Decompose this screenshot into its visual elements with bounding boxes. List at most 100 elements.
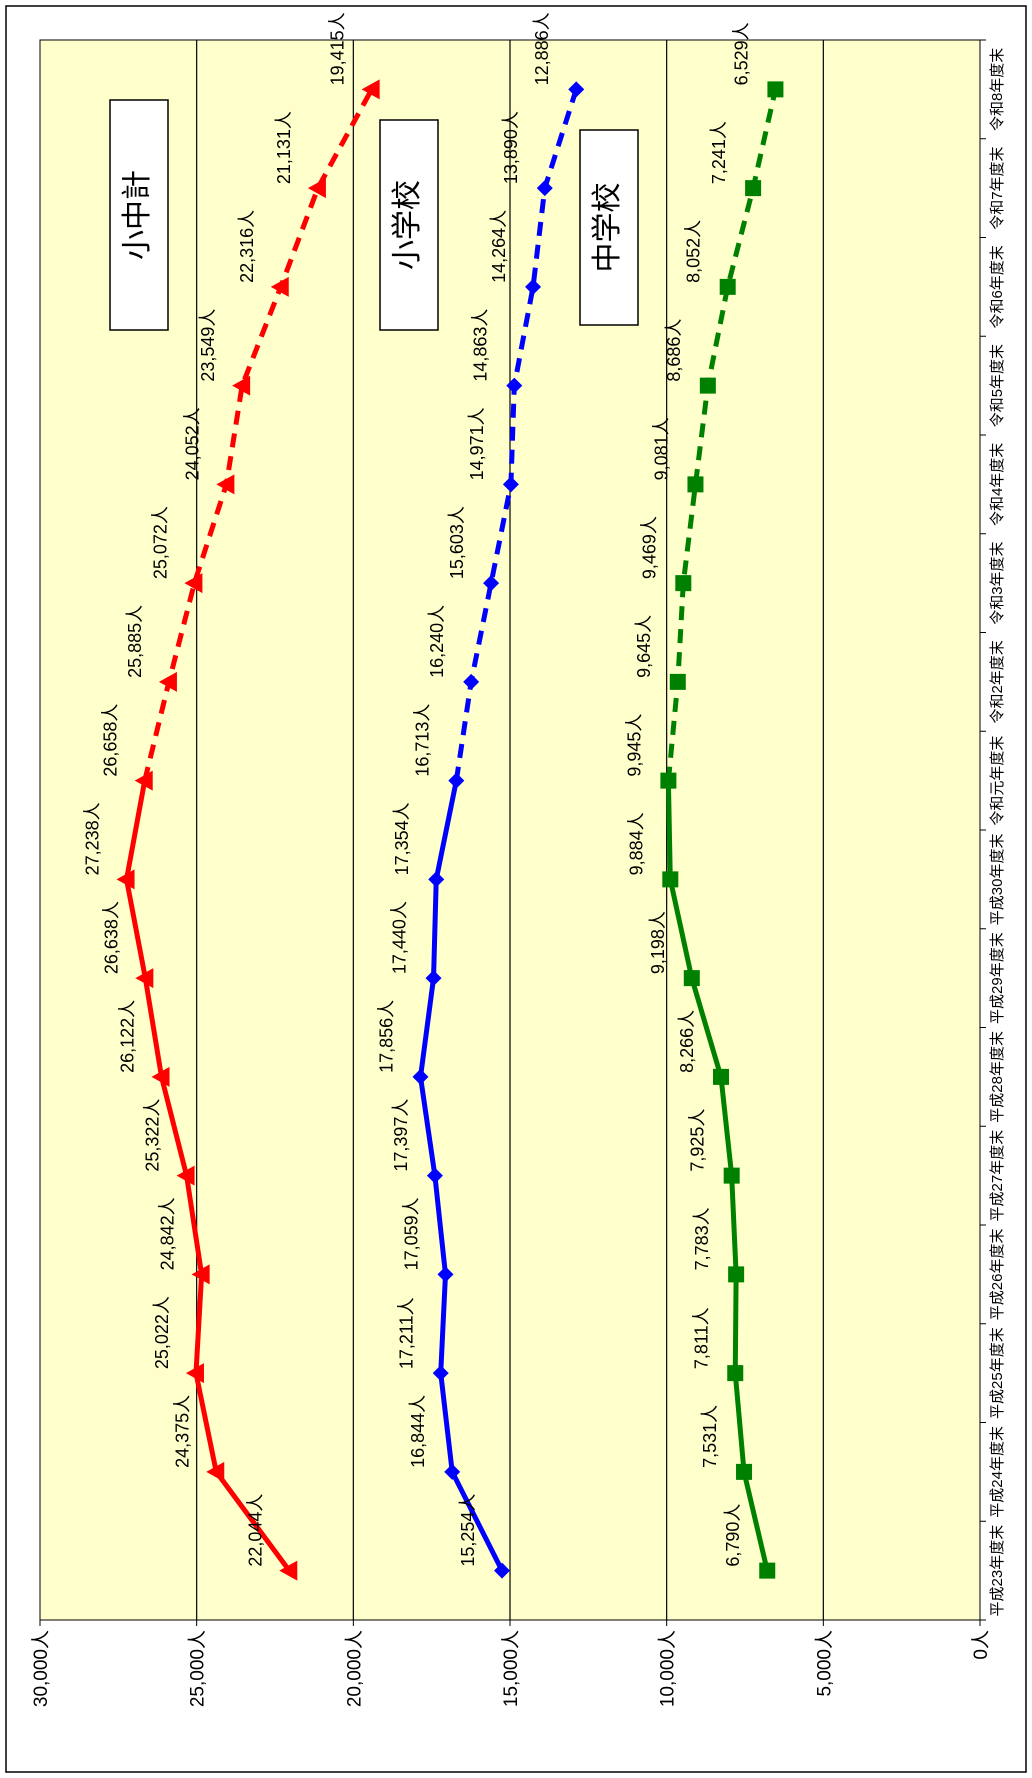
- series-1-label-9: 16,240人: [427, 605, 447, 678]
- series-0-point-9: [158, 671, 177, 692]
- series-1-label-7: 17,354人: [392, 802, 412, 875]
- series-1-label-1: 16,844人: [408, 1395, 428, 1468]
- series-2-label-9: 9,645人: [634, 615, 654, 678]
- series-2-label-3: 7,783人: [692, 1207, 712, 1270]
- series-2-point-2: [727, 1365, 744, 1382]
- series-2-point-11: [687, 476, 704, 493]
- series-2-label-4: 7,925人: [688, 1109, 708, 1172]
- value-tick-label-1: 5,000人: [813, 1630, 835, 1697]
- series-tag-text-1: 小学校: [391, 180, 424, 270]
- series-0-point-3: [191, 1264, 210, 1285]
- series-0-label-5: 26,122人: [118, 1000, 138, 1073]
- series-0-point-5: [151, 1066, 170, 1087]
- series-1-point-11: [502, 476, 519, 493]
- series-2-point-10: [675, 575, 692, 592]
- series-0-label-14: 21,131人: [274, 111, 294, 184]
- category-label-6: 平成29年度末: [989, 932, 1006, 1024]
- series-1-point-1: [444, 1463, 461, 1480]
- series-1-point-4: [426, 1167, 443, 1184]
- series-2-dashed-line: [665, 88, 778, 781]
- series-1-point-7: [428, 871, 445, 888]
- series-2-label-2: 7,811人: [691, 1307, 711, 1369]
- series-0-point-0: [279, 1560, 298, 1581]
- series-1-label-12: 14,863人: [470, 309, 490, 382]
- category-label-13: 令和6年度末: [989, 245, 1006, 328]
- series-0-point-15: [361, 79, 380, 100]
- series-1-point-3: [437, 1266, 454, 1283]
- category-label-12: 令和5年度末: [989, 344, 1006, 427]
- category-label-5: 平成28年度末: [989, 1031, 1006, 1123]
- series-0-label-0: 22,044人: [245, 1494, 265, 1567]
- series-2-point-14: [745, 180, 762, 197]
- series-1-point-8: [448, 772, 465, 789]
- series-1-point-0: [494, 1562, 511, 1579]
- series-1-label-0: 15,254人: [458, 1494, 478, 1567]
- series-0-point-12: [232, 375, 251, 396]
- value-tick-label-0: 0人: [970, 1630, 992, 1660]
- value-tick-label-2: 10,000人: [657, 1630, 679, 1707]
- series-1-label-4: 17,397人: [391, 1099, 411, 1172]
- series-0-point-10: [184, 573, 203, 594]
- category-label-11: 令和4年度末: [989, 443, 1006, 526]
- series-2-label-7: 9,884人: [626, 812, 646, 875]
- series-2-point-9: [669, 673, 686, 690]
- series-tag-box-1: [379, 119, 439, 331]
- series-1-label-15: 12,886人: [532, 12, 552, 85]
- category-label-4: 平成27年度末: [989, 1130, 1006, 1222]
- series-2-label-6: 9,198人: [648, 911, 668, 974]
- series-tag-box-2: [579, 129, 639, 326]
- series-1-label-3: 17,059人: [401, 1197, 421, 1270]
- category-label-1: 平成24年度末: [989, 1426, 1006, 1518]
- series-0-point-7: [116, 869, 135, 890]
- series-2-point-13: [719, 278, 736, 295]
- category-label-14: 令和7年度末: [989, 146, 1006, 229]
- value-tick-label-6: 30,000人: [30, 1630, 52, 1707]
- series-2-label-10: 9,469人: [639, 516, 659, 579]
- series-1-label-5: 17,856人: [377, 1000, 397, 1073]
- series-0-point-1: [206, 1461, 225, 1482]
- series-2-label-8: 9,945人: [624, 714, 644, 777]
- series-1-label-6: 17,440人: [390, 901, 410, 974]
- series-1-label-14: 13,890人: [501, 111, 521, 184]
- series-1-point-15: [568, 81, 585, 98]
- series-1-label-11: 14,971人: [467, 407, 487, 480]
- category-label-8: 令和元年度末: [989, 736, 1006, 826]
- series-2-label-0: 6,790人: [723, 1504, 743, 1567]
- series-1-label-2: 17,211人: [397, 1297, 417, 1369]
- category-label-2: 平成25年度末: [989, 1327, 1006, 1419]
- series-1-point-6: [425, 970, 442, 987]
- series-2-point-15: [767, 81, 784, 98]
- series-1-point-14: [536, 180, 553, 197]
- series-1-dashed-line: [453, 88, 579, 781]
- series-name-boxes: 小中計 小学校 中学校: [109, 99, 639, 331]
- series-0-label-13: 22,316人: [237, 210, 257, 283]
- value-tick-label-4: 20,000人: [343, 1630, 365, 1707]
- series-2-point-0: [759, 1562, 776, 1579]
- series-tag-box-0: [109, 99, 169, 331]
- series-0-label-3: 24,842人: [158, 1197, 178, 1270]
- category-bands: [980, 39, 986, 1621]
- series-2-label-11: 9,081人: [651, 417, 671, 480]
- series-0-point-6: [135, 968, 154, 989]
- category-axis-labels: 平成23年度末平成24年度末平成25年度末平成26年度末平成27年度末平成28年…: [989, 48, 1006, 1617]
- series-0-point-14: [307, 178, 326, 199]
- series-1-point-13: [525, 278, 542, 295]
- series-tag-text-0: 小中計: [121, 170, 154, 260]
- series-0-label-6: 26,638人: [101, 901, 121, 974]
- series-2-point-7: [662, 871, 679, 888]
- category-label-9: 令和2年度末: [989, 640, 1006, 723]
- series-2-point-3: [728, 1266, 745, 1283]
- series-0-label-7: 27,238人: [83, 802, 103, 875]
- series-0-label-4: 25,322人: [143, 1099, 163, 1172]
- value-tick-label-3: 15,000人: [500, 1630, 522, 1707]
- series-0-label-8: 26,658人: [101, 704, 121, 777]
- series-0-label-11: 24,052人: [182, 407, 202, 480]
- series-0-label-12: 23,549人: [198, 309, 218, 382]
- series-0-label-15: 19,415人: [328, 12, 348, 85]
- series-2-label-13: 8,052人: [684, 220, 704, 283]
- series-2-label-1: 7,531人: [700, 1405, 720, 1468]
- series-0-dashed-line: [142, 88, 374, 782]
- series-2-point-12: [699, 377, 716, 394]
- category-label-7: 平成30年度末: [989, 834, 1006, 926]
- series-2-point-1: [736, 1463, 753, 1480]
